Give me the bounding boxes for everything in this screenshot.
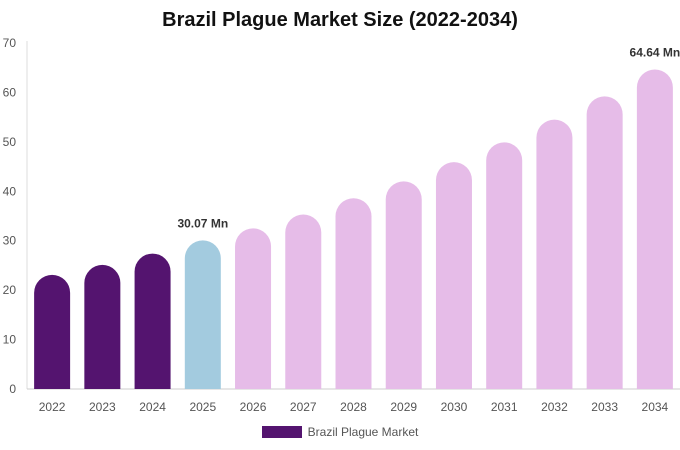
x-tick-label: 2022 [39, 400, 66, 414]
bar [34, 274, 71, 389]
y-tick-label: 60 [3, 85, 17, 99]
y-tick-label: 30 [3, 234, 17, 248]
x-tick-label: 2028 [340, 400, 367, 414]
bar [385, 181, 422, 389]
x-tick-label: 2026 [240, 400, 267, 414]
x-tick-label: 2029 [390, 400, 417, 414]
bar [134, 253, 171, 389]
x-tick-label: 2024 [139, 400, 166, 414]
bar [335, 198, 372, 389]
y-tick-label: 0 [9, 382, 16, 396]
data-label: 30.07 Mn [177, 216, 228, 230]
bar [486, 142, 523, 389]
x-tick-label: 2023 [89, 400, 116, 414]
bar [636, 69, 673, 390]
x-tick-label: 2027 [290, 400, 317, 414]
y-tick-label: 70 [3, 36, 17, 50]
legend: Brazil Plague Market [0, 425, 680, 439]
y-tick-label: 50 [3, 135, 17, 149]
x-tick-label: 2031 [491, 400, 518, 414]
bar [285, 214, 322, 389]
y-tick-label: 10 [3, 333, 17, 347]
x-tick-label: 2033 [591, 400, 618, 414]
x-tick-label: 2034 [642, 400, 669, 414]
x-tick-label: 2025 [189, 400, 216, 414]
legend-swatch [261, 426, 302, 438]
bar [536, 119, 573, 389]
bar [184, 240, 221, 389]
bar [235, 228, 272, 389]
x-tick-label: 2030 [441, 400, 468, 414]
data-label: 64.64 Mn [630, 45, 680, 59]
y-tick-label: 40 [3, 184, 17, 198]
y-tick-label: 20 [3, 283, 17, 297]
legend-label: Brazil Plague Market [307, 425, 419, 439]
bar [586, 96, 623, 389]
chart-title: Brazil Plague Market Size (2022-2034) [162, 9, 518, 31]
x-tick-label: 2032 [541, 400, 568, 414]
bar [84, 264, 121, 389]
bar [435, 162, 472, 389]
